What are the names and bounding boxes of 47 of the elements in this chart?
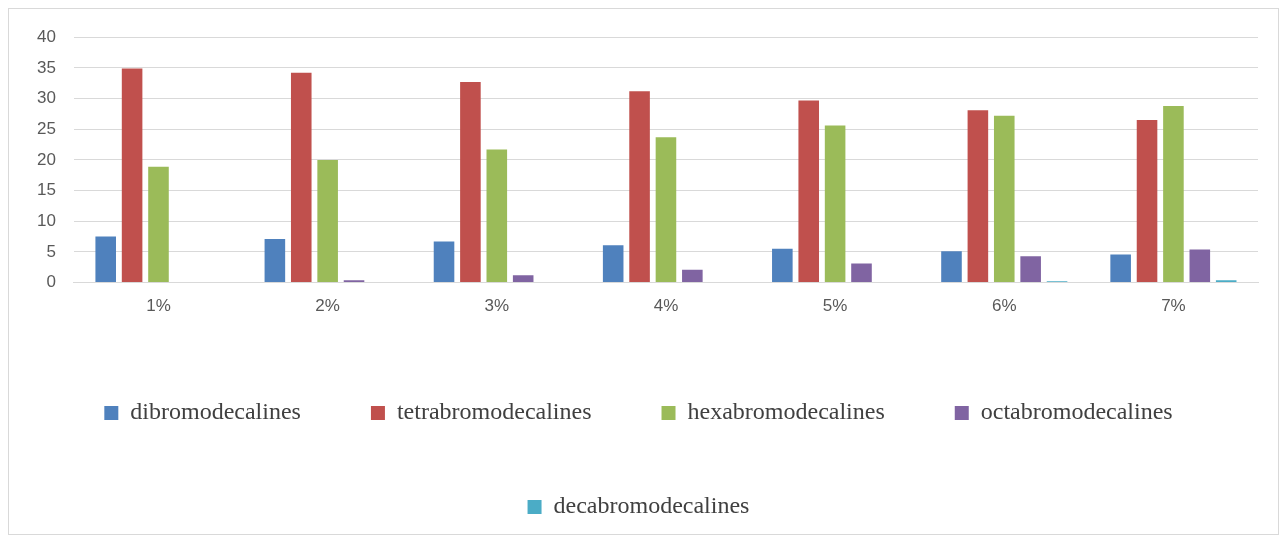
- bar: [1136, 120, 1158, 283]
- bar: [290, 72, 312, 283]
- legend-label: dibromodecalines: [130, 398, 301, 425]
- bar: [1189, 249, 1211, 283]
- bar: [317, 159, 338, 283]
- bar: [433, 241, 455, 283]
- bar: [148, 166, 169, 283]
- bar: [264, 239, 286, 283]
- x-tick-label: 7%: [1161, 296, 1186, 316]
- y-tick-label: 5: [46, 241, 56, 261]
- x-tick-label: 4%: [653, 296, 679, 316]
- x-tick-label: 2%: [315, 296, 340, 316]
- y-tick-label: 20: [36, 149, 56, 169]
- bar: [629, 91, 650, 283]
- bar: [851, 263, 872, 283]
- bar: [1020, 256, 1041, 283]
- bar: [967, 110, 989, 283]
- bar: [602, 245, 624, 283]
- y-tick-label: 40: [36, 26, 56, 46]
- bar: [655, 137, 677, 283]
- legend-label: octabromodecalines: [980, 398, 1173, 425]
- y-tick-label: 10: [36, 210, 56, 230]
- legend-label: decabromodecalines: [553, 492, 750, 519]
- x-tick-label: 5%: [822, 296, 848, 316]
- bar: [1110, 254, 1131, 283]
- bar: [824, 125, 846, 283]
- bar: [121, 68, 143, 283]
- bar: [993, 115, 1015, 283]
- y-tick-label: 25: [36, 118, 56, 138]
- x-tick-label: 1%: [146, 296, 171, 316]
- bar: [486, 149, 508, 283]
- bar: [682, 269, 703, 283]
- bar: [772, 248, 793, 283]
- y-tick-label: 15: [36, 180, 56, 200]
- legend-label: hexabromodecalines: [687, 398, 885, 425]
- x-tick-label: 3%: [484, 296, 510, 316]
- y-tick-label: 35: [36, 57, 56, 77]
- bar: [1163, 105, 1184, 283]
- bar: [512, 275, 534, 283]
- bar: [460, 81, 481, 283]
- x-tick-label: 6%: [991, 296, 1017, 316]
- bar: [941, 251, 962, 283]
- y-tick-label: 0: [46, 272, 56, 292]
- legend-label: tetrabromodecalines: [396, 398, 592, 425]
- bar: [95, 236, 116, 283]
- bar: [798, 100, 820, 283]
- y-tick-label: 30: [36, 88, 56, 108]
